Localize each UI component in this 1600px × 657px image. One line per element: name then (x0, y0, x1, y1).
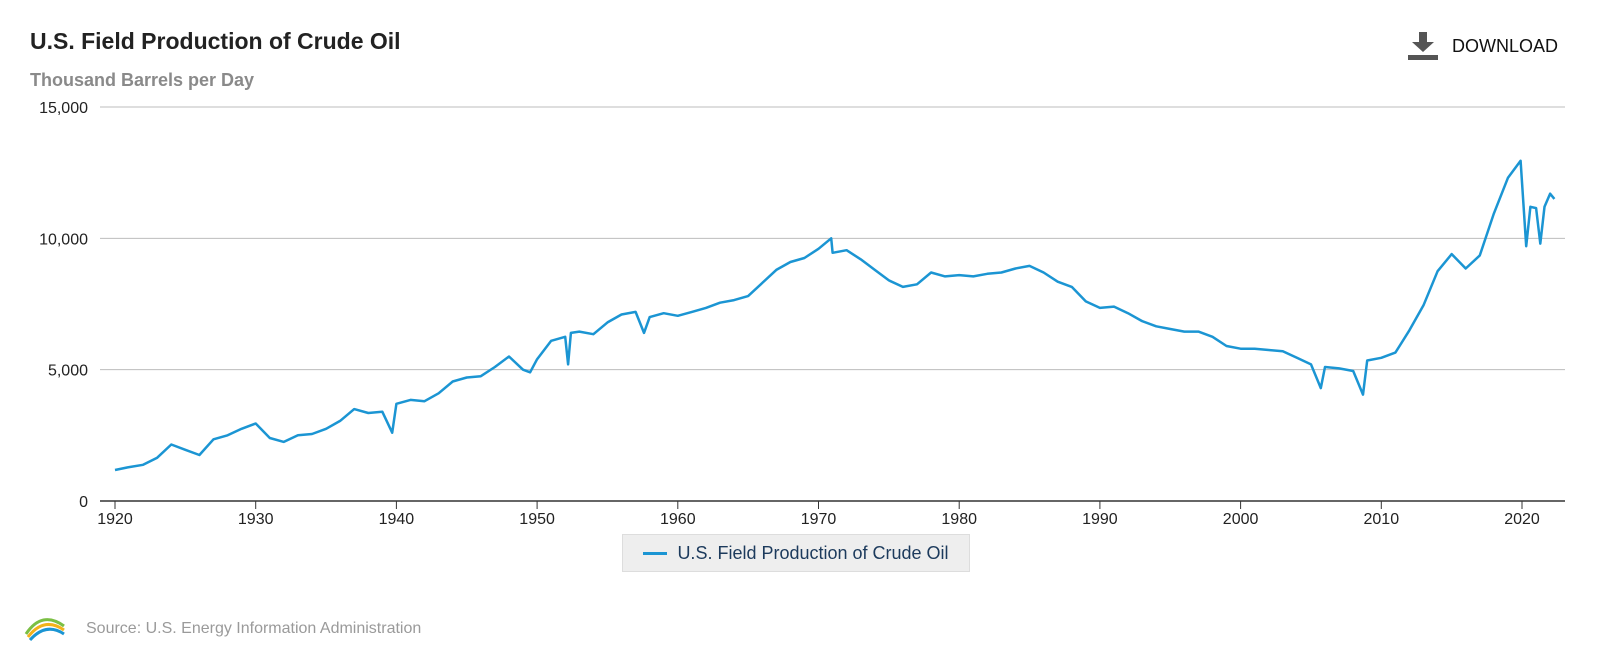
y-tick-label: 5,000 (48, 363, 88, 380)
x-tick-label: 1920 (97, 511, 133, 528)
y-tick-label: 15,000 (39, 100, 88, 117)
x-tick-label: 1930 (238, 511, 274, 528)
legend-item[interactable]: U.S. Field Production of Crude Oil (622, 534, 970, 572)
x-tick-label: 1960 (660, 511, 696, 528)
x-tick-label: 2010 (1364, 511, 1400, 528)
download-button[interactable]: DOWNLOAD (1407, 32, 1558, 60)
download-icon (1407, 32, 1438, 60)
x-tick-label: 2020 (1504, 511, 1540, 528)
y-tick-label: 0 (79, 494, 88, 511)
chart-subtitle: Thousand Barrels per Day (30, 70, 255, 90)
x-tick-label: 1950 (519, 511, 555, 528)
x-tick-label: 1940 (379, 511, 415, 528)
x-tick-label: 2000 (1223, 511, 1259, 528)
chart-title: U.S. Field Production of Crude Oil (30, 28, 401, 54)
x-tick-label: 1980 (941, 511, 977, 528)
footer: Source: U.S. Energy Information Administ… (20, 612, 421, 657)
y-tick-label: 10,000 (39, 231, 88, 248)
legend-label: U.S. Field Production of Crude Oil (677, 542, 949, 563)
eia-logo-icon (20, 612, 68, 657)
download-label: DOWNLOAD (1451, 35, 1558, 56)
x-tick-label: 1970 (801, 511, 837, 528)
source-text: Source: U.S. Energy Information Administ… (86, 620, 422, 637)
legend-swatch (643, 551, 668, 555)
series-line (114, 159, 1556, 472)
chart-plot-area: 0 5,000 10,000 15,000 1920 1930 1940 1950 1960 19… (39, 100, 1565, 528)
x-tick-label: 1990 (1082, 511, 1118, 528)
